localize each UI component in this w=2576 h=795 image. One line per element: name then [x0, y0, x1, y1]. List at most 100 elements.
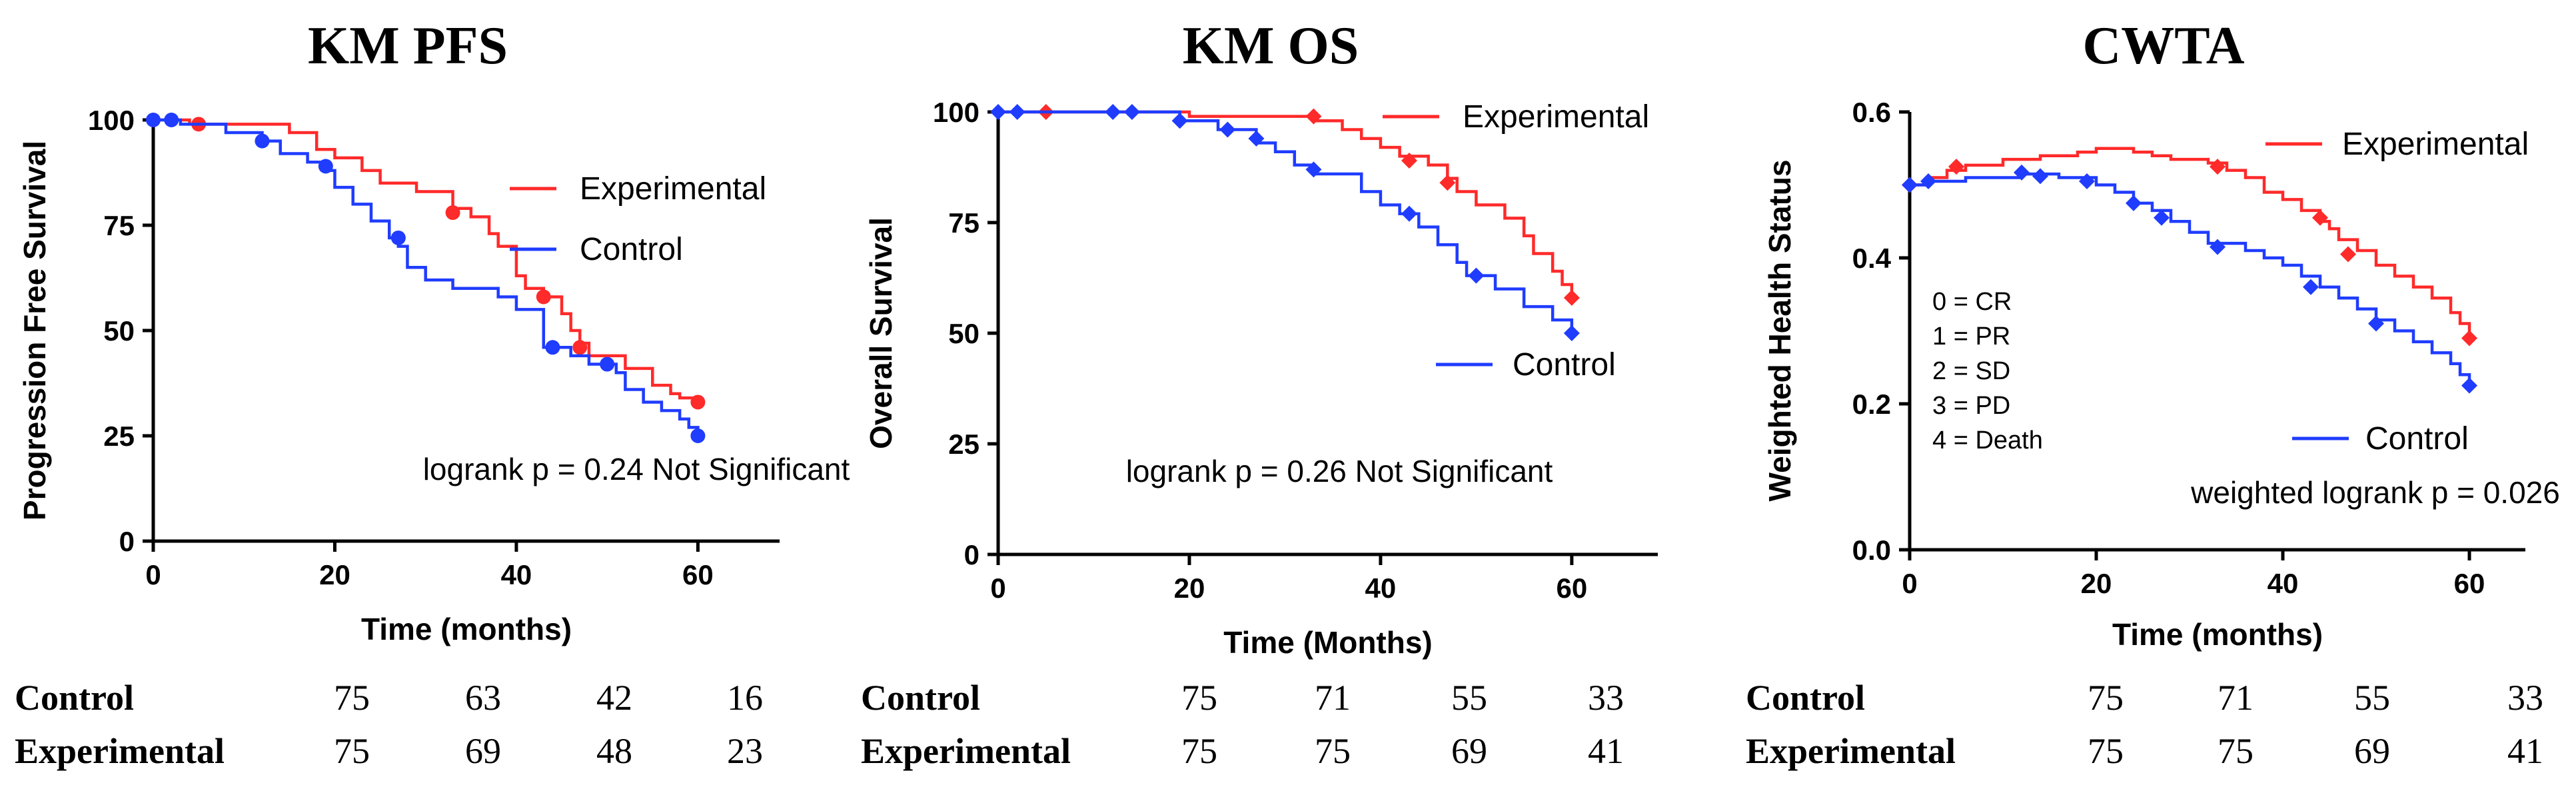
- risk-table-cell: 75: [1181, 731, 1217, 771]
- chart-panel-2: KM OS 0 25 50 75 100 0 20 40 60 Time (Months) Overa…: [861, 17, 1658, 771]
- x-tick-label: 40: [1365, 572, 1397, 604]
- y-tick-label: 75: [948, 207, 979, 239]
- control-censor-marker: [1105, 104, 1121, 120]
- y-tick-label: 50: [948, 318, 979, 349]
- status-key-line: 1 = PR: [1932, 323, 2010, 351]
- control-censor-marker: [1920, 173, 1936, 190]
- experimental-censor-marker: [572, 340, 588, 355]
- risk-table-cell: 16: [727, 678, 763, 718]
- chart-title: KM OS: [1183, 17, 1359, 75]
- x-axis-label: Time (months): [361, 612, 572, 646]
- x-tick-label: 60: [2454, 568, 2485, 599]
- y-tick-label: 100: [933, 97, 979, 128]
- y-tick-label: 100: [88, 105, 135, 136]
- y-tick-label: 0: [964, 539, 979, 570]
- y-tick-label: 25: [948, 428, 979, 460]
- chart-title: KM PFS: [308, 17, 508, 75]
- experimental-curve: [153, 118, 700, 402]
- status-key-line: 3 = PD: [1932, 392, 2010, 420]
- risk-table-row-label: Control: [861, 678, 980, 718]
- x-tick-label: 0: [145, 559, 161, 590]
- experimental-curve: [998, 110, 1574, 303]
- logrank-annotation: weighted logrank p = 0.026: [2190, 475, 2560, 510]
- risk-table-cell: 69: [2354, 731, 2390, 771]
- x-tick-label: 0: [1902, 568, 1917, 599]
- x-axis-label: Time (Months): [1223, 625, 1432, 660]
- risk-table-cell: 75: [2218, 731, 2254, 771]
- control-censor-marker: [2079, 173, 2095, 190]
- control-censor-marker: [1123, 104, 1140, 120]
- experimental-censor-marker: [1305, 108, 1322, 125]
- risk-table-cell: 75: [334, 731, 370, 771]
- y-tick-label: 0: [119, 526, 135, 557]
- risk-table-row-label: Control: [15, 678, 134, 718]
- experimental-censor-marker: [1401, 153, 1417, 169]
- experimental-censor-marker: [2461, 330, 2477, 347]
- legend-label-control: Control: [580, 232, 683, 267]
- control-censor-marker: [255, 133, 270, 149]
- control-censor-marker: [545, 340, 560, 355]
- x-tick-label: 60: [682, 559, 714, 590]
- x-tick-label: 60: [1557, 572, 1588, 604]
- x-tick-label: 20: [1174, 572, 1205, 604]
- risk-table-cell: 41: [2507, 731, 2543, 771]
- legend-label-experimental: Experimental: [1463, 99, 1649, 135]
- control-censor-marker: [146, 113, 161, 127]
- risk-table-cell: 75: [334, 678, 370, 718]
- legend-label-control: Control: [2365, 421, 2469, 456]
- risk-table-cell: 48: [596, 731, 632, 771]
- control-censor-marker: [1401, 205, 1417, 222]
- status-key-line: 0 = CR: [1932, 288, 2012, 316]
- risk-table-cell: 75: [2088, 678, 2124, 718]
- x-tick-label: 40: [2267, 568, 2299, 599]
- control-censor-marker: [1009, 104, 1025, 120]
- legend-label-experimental: Experimental: [2342, 127, 2529, 162]
- experimental-censor-marker: [1439, 175, 1456, 191]
- chart-panel-1: KM PFS 0 25 50 75 100 0 20 40 60 Time (months) Prog…: [15, 17, 850, 771]
- control-censor-marker: [2126, 195, 2142, 211]
- control-curve: [998, 110, 1574, 333]
- risk-table-cell: 75: [2088, 731, 2124, 771]
- risk-table-row-label: Experimental: [861, 731, 1071, 771]
- risk-table-cell: 71: [1315, 678, 1351, 718]
- experimental-censor-marker: [2340, 246, 2356, 263]
- y-axis-label: Progression Free Survival: [17, 141, 52, 520]
- risk-table-cell: 75: [1315, 731, 1351, 771]
- y-tick-label: 0.2: [1852, 389, 1891, 420]
- status-key-line: 4 = Death: [1932, 426, 2043, 454]
- risk-table-cell: 69: [465, 731, 501, 771]
- experimental-censor-marker: [1948, 159, 1964, 175]
- control-censor-marker: [2014, 164, 2030, 181]
- control-censor-marker: [1248, 130, 1265, 147]
- risk-table-cell: 55: [2354, 678, 2390, 718]
- experimental-censor-marker: [2312, 209, 2328, 226]
- status-key-line: 2 = SD: [1932, 357, 2010, 385]
- risk-table-cell: 55: [1451, 678, 1487, 718]
- experimental-censor-marker: [445, 205, 460, 221]
- risk-table-cell: 23: [727, 731, 763, 771]
- logrank-annotation: logrank p = 0.26 Not Significant: [1126, 454, 1553, 488]
- control-censor-marker: [318, 159, 333, 174]
- control-censor-marker: [690, 428, 706, 443]
- y-tick-label: 0.0: [1852, 534, 1891, 566]
- legend-label-control: Control: [1513, 347, 1616, 383]
- control-censor-marker: [164, 113, 179, 127]
- control-censor-marker: [1563, 325, 1580, 341]
- x-axis-label: Time (months): [2112, 617, 2323, 652]
- control-censor-marker: [2210, 239, 2226, 255]
- risk-table-cell: 33: [1588, 678, 1624, 718]
- risk-table-row-label: Experimental: [15, 731, 225, 771]
- risk-table-cell: 63: [465, 678, 501, 718]
- y-tick-label: 0.4: [1852, 243, 1892, 274]
- y-tick-label: 50: [103, 315, 135, 347]
- y-tick-label: 75: [103, 210, 135, 241]
- control-censor-marker: [1902, 177, 1918, 193]
- control-censor-marker: [990, 104, 1006, 120]
- chart-title: CWTA: [2083, 17, 2245, 75]
- y-tick-label: 0.6: [1852, 97, 1891, 128]
- risk-table-row-label: Control: [1746, 678, 1865, 718]
- control-censor-marker: [1219, 121, 1236, 138]
- control-censor-marker: [600, 357, 615, 372]
- y-axis-label: Overall Survival: [864, 217, 898, 449]
- control-censor-marker: [390, 230, 406, 245]
